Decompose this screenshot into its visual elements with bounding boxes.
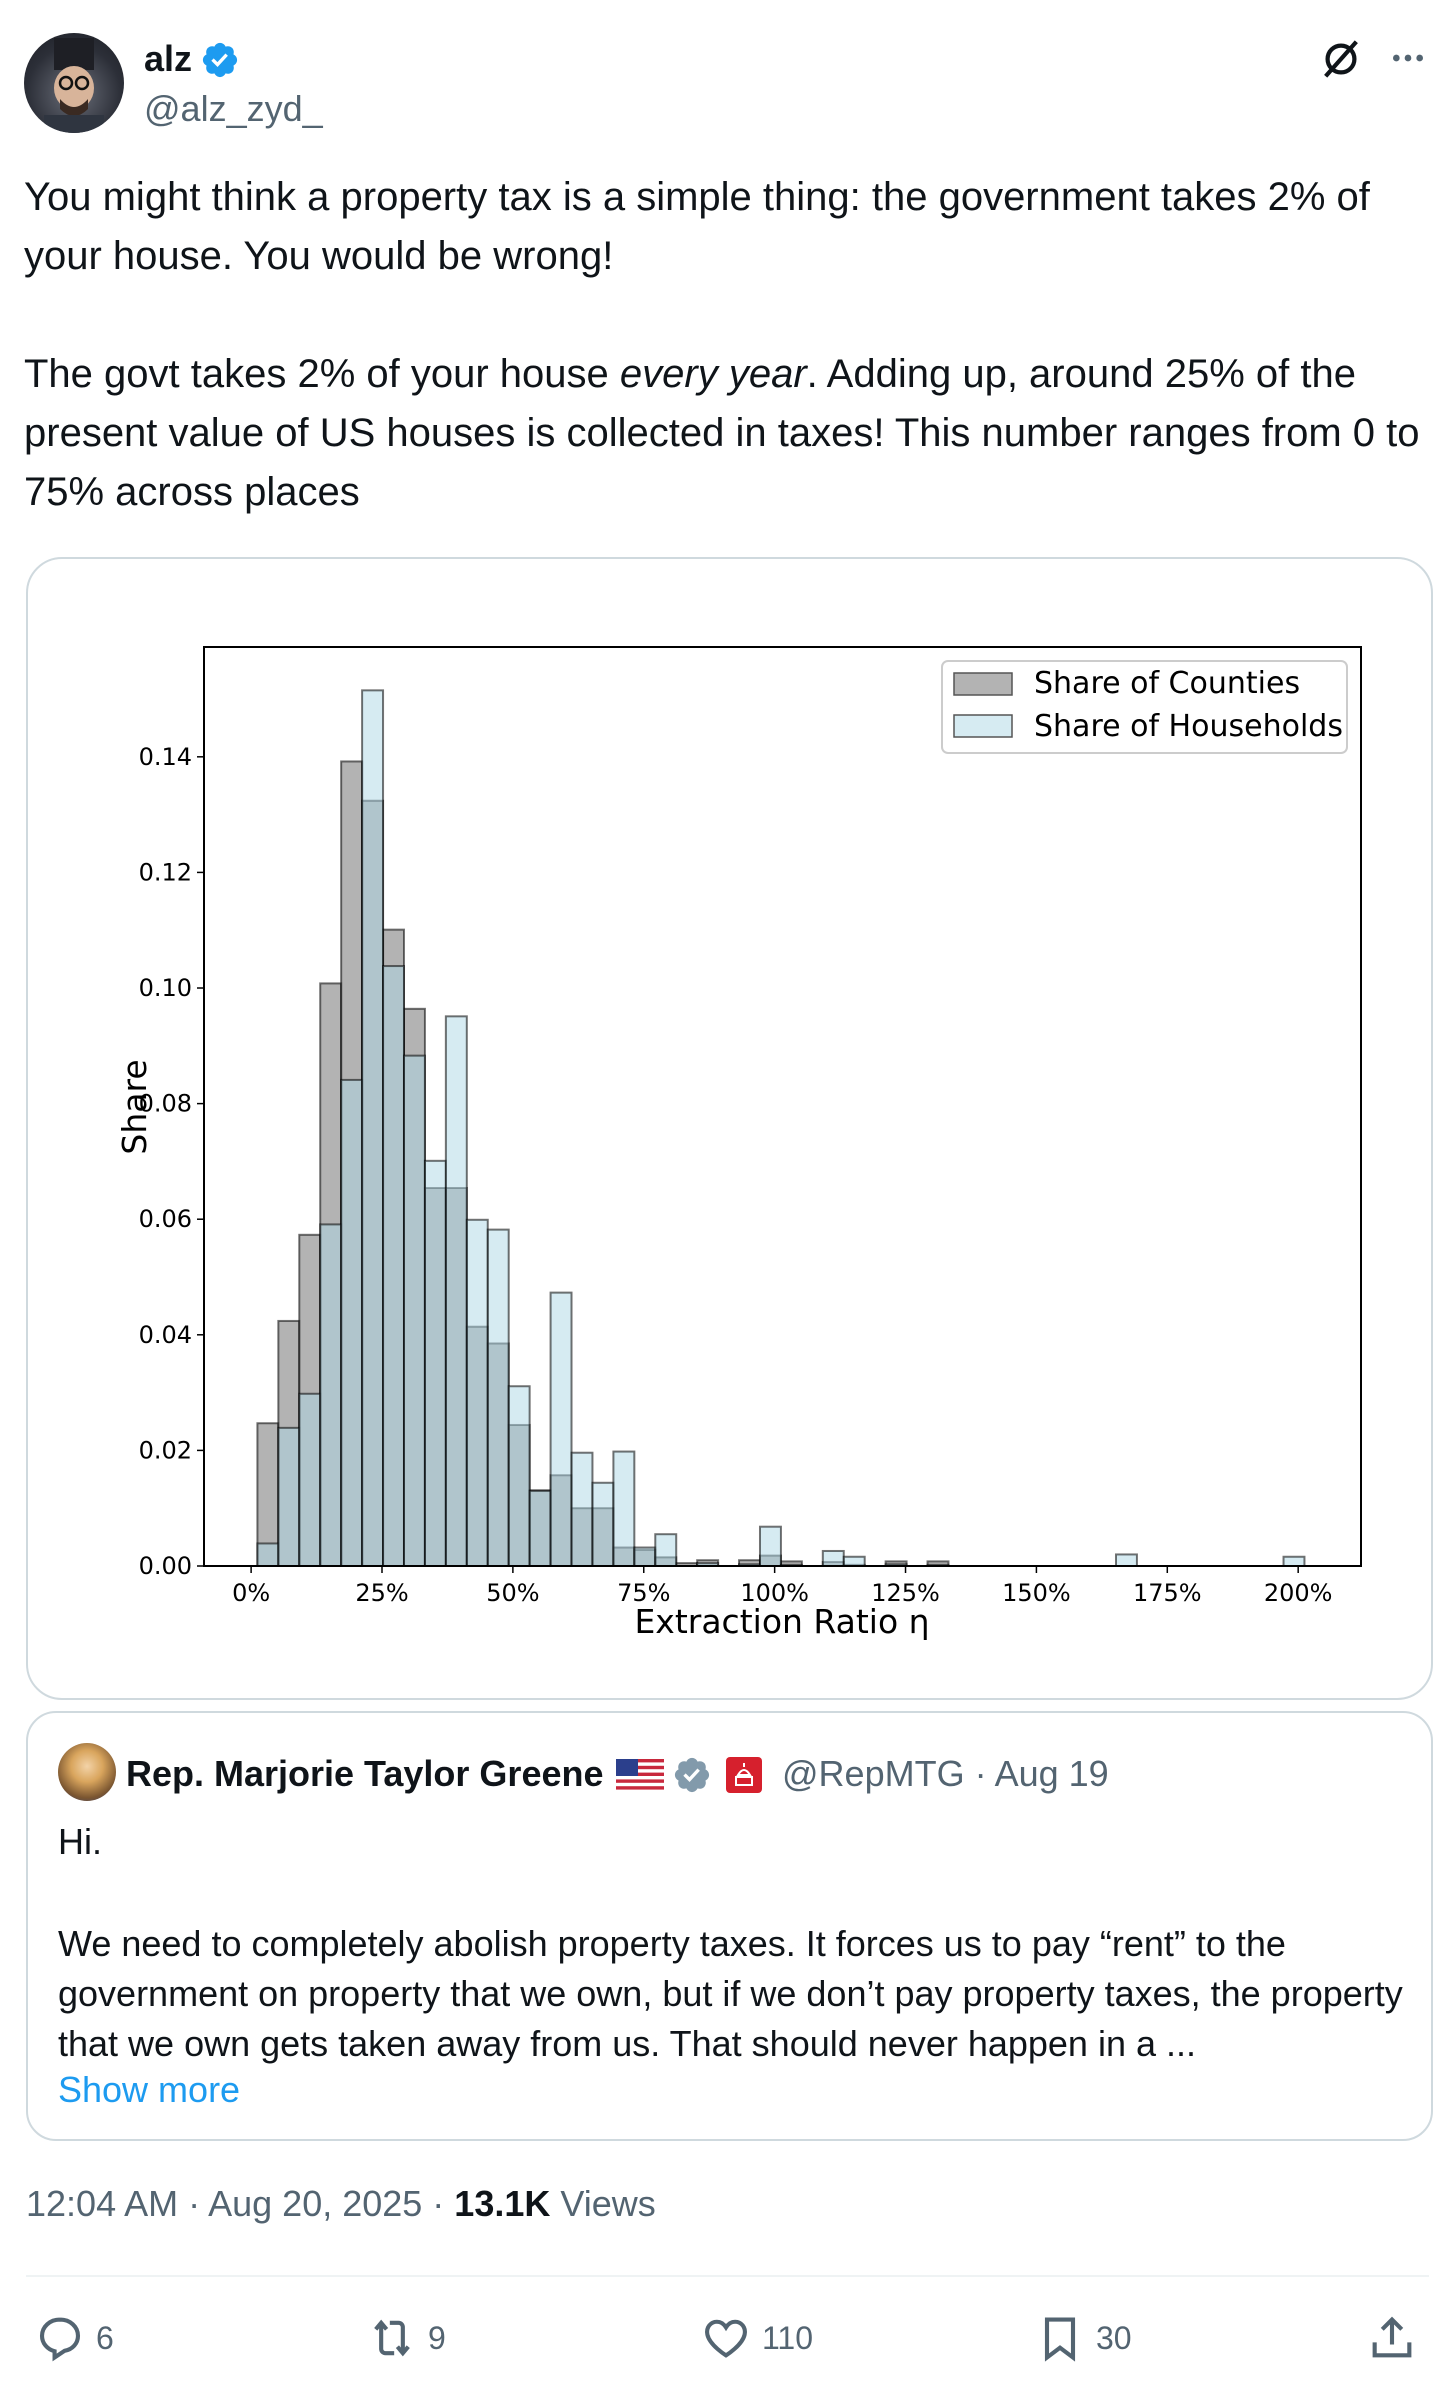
views-count: 13.1K [454,2183,551,2224]
avatar-illustration-icon [44,38,104,133]
repost-button[interactable]: 9 [366,2310,446,2366]
media-card[interactable]: 0% 25% 50% 75% 100% 125% 150% 175% 200% 0.00 0.02… [26,557,1433,1700]
text-part: . Adding up, around 25% of the present v… [24,352,1420,514]
legend-box [941,660,1348,754]
households-bar [1114,1553,1138,1567]
post-paragraph-2: The govt takes 2% of your house every ye… [24,345,1434,522]
households-bar [654,1533,678,1568]
more-options-icon[interactable] [1386,38,1430,78]
x-tick-label: 200% [1264,1579,1333,1607]
y-ticks: 0.00 0.02 0.04 0.06 0.08 0.10 0.12 0.14 [139,743,204,1580]
timestamp[interactable]: 12:04 AM · Aug 20, 2025 · [26,2183,455,2224]
households-bar [1282,1555,1306,1567]
author-name[interactable]: alz [144,38,193,79]
households-bar [591,1481,615,1568]
x-tick-label: 0% [232,1579,270,1607]
post-metadata: 12:04 AM · Aug 20, 2025 · 13.1K Views [26,2183,656,2225]
quoted-post[interactable]: Rep. Marjorie Taylor Greene @RepMTG · Au… [26,1711,1433,2141]
households-bar [423,1159,447,1567]
quoted-text-line1: Hi. [58,1821,102,1862]
households-bar [465,1218,489,1567]
bookmark-button[interactable]: 30 [1034,2310,1132,2366]
households-bar [402,1054,426,1567]
reply-icon [39,2317,81,2362]
y-tick-label: 0.06 [139,1205,192,1233]
households-bar [570,1451,594,1568]
reply-count: 6 [96,2319,114,2356]
x-tick-label: 125% [871,1579,940,1607]
households-bar [507,1385,531,1567]
x-tick-label: 175% [1133,1579,1202,1607]
households-bar [633,1546,657,1567]
y-tick-label: 0.10 [139,974,192,1002]
bookmark-icon [1044,2317,1076,2362]
post-text: You might think a property tax is a simp… [24,168,1434,581]
y-tick-label: 0.04 [139,1321,192,1349]
y-tick-label: 0.08 [139,1090,192,1118]
quoted-author-avatar[interactable] [58,1743,116,1801]
y-tick-label: 0.00 [139,1552,192,1580]
households-bar [277,1426,301,1568]
y-tick-label: 0.14 [139,743,192,771]
households-bar [842,1555,866,1567]
share-icon [1372,2316,1412,2358]
author-avatar[interactable] [24,33,124,133]
legend-label-households: Share of Households [1034,709,1343,744]
like-count: 110 [762,2319,814,2356]
y-tick-label: 0.12 [139,858,192,886]
x-tick-label: 150% [1002,1579,1071,1607]
x-tick-label: 75% [617,1579,670,1607]
views-label: Views [550,2183,656,2224]
households-bar [444,1015,468,1567]
like-button[interactable]: 110 [700,2310,813,2366]
quoted-handle-date[interactable]: @RepMTG · Aug 19 [782,1753,1109,1794]
legend-label-counties: Share of Counties [1034,666,1300,701]
households-bar [340,1078,364,1568]
plot-frame [203,646,1362,1567]
heart-icon [705,2319,747,2358]
households-bar [612,1450,636,1567]
households-bar [549,1291,573,1567]
households-bar [319,1223,343,1567]
divider [26,2275,1429,2277]
share-button[interactable] [1366,2310,1418,2366]
x-tick-label: 100% [740,1579,809,1607]
grok-icon[interactable] [1318,36,1364,82]
x-ticks: 0% 25% 50% 75% 100% 125% 150% 175% 200% [232,1566,1332,1607]
us-flag-icon [616,1759,664,1793]
show-more-link[interactable]: Show more [58,2069,241,2110]
author-handle[interactable]: @alz_zyd_ [144,88,323,129]
legend: Share of Counties Share of Households [941,660,1348,754]
legend-swatch-counties [953,672,1013,696]
capitol-affiliation-icon[interactable] [726,1757,762,1793]
x-axis-label: Extraction Ratio η [634,1602,929,1641]
verified-badge-icon [202,42,238,78]
reply-button[interactable]: 6 [34,2310,114,2366]
y-tick-label: 0.02 [139,1436,192,1464]
households-bar [382,965,405,1567]
households-bars [256,689,1306,1568]
repost-icon [374,2319,410,2357]
households-bar [361,689,385,1567]
households-bar [528,1489,552,1567]
bookmark-count: 30 [1096,2319,1132,2356]
gray-verified-badge-icon [674,1757,710,1793]
x-tick-label: 25% [355,1579,408,1607]
households-bar [298,1392,322,1568]
x-tick-label: 50% [486,1579,539,1607]
y-axis-label: Share [115,1059,154,1154]
households-bar [821,1549,845,1568]
histogram-chart: 0% 25% 50% 75% 100% 125% 150% 175% 200% 0.00 0.02… [115,646,1362,1641]
repost-count: 9 [428,2319,446,2356]
households-bar [758,1525,782,1567]
quoted-author-name[interactable]: Rep. Marjorie Taylor Greene [126,1753,604,1794]
households-bar [256,1542,280,1568]
quoted-text-body: We need to completely abolish property t… [58,1923,1403,2064]
households-bar [486,1228,510,1567]
emphasis-text: every year [619,352,807,396]
text-part: The govt takes 2% of your house [24,352,620,396]
post-paragraph-1: You might think a property tax is a simp… [24,175,1370,278]
legend-swatch-households [953,714,1013,738]
